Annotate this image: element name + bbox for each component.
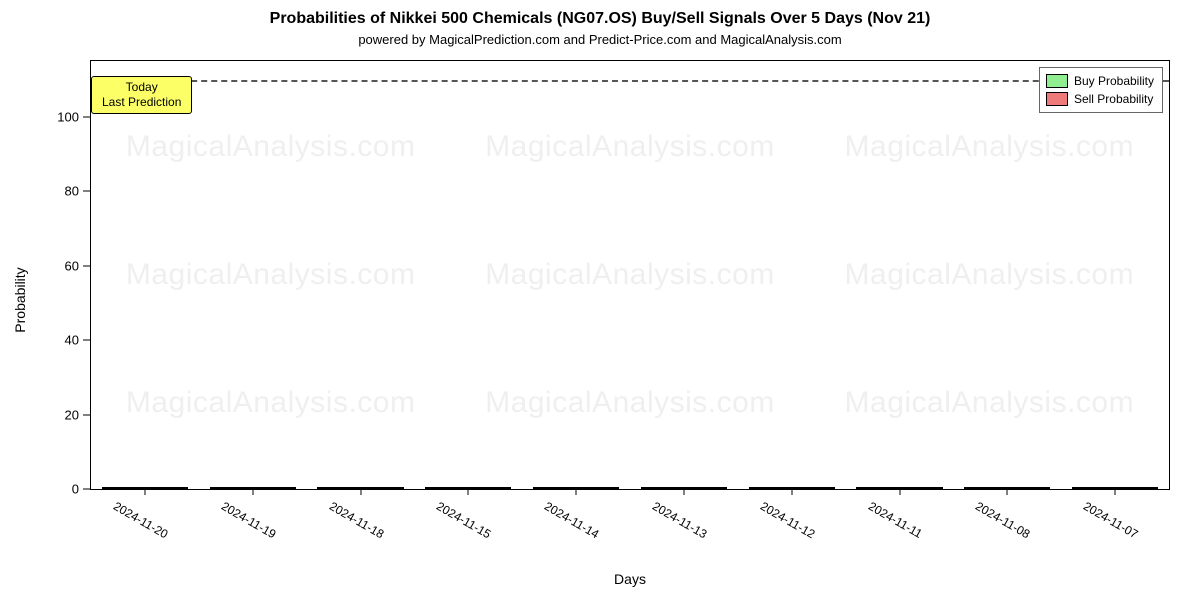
x-tick — [468, 489, 469, 495]
x-tick — [1115, 489, 1116, 495]
x-tick-label: 2024-11-15 — [434, 499, 493, 541]
x-tick — [899, 489, 900, 495]
buy-bar-segment — [425, 487, 511, 489]
buy-bar-segment — [210, 487, 296, 489]
buy-bar-segment — [102, 487, 188, 489]
bar-slot — [91, 61, 199, 489]
x-tick-label: 2024-11-20 — [111, 499, 170, 541]
bar-slot — [738, 61, 846, 489]
x-tick-label: 2024-11-19 — [219, 499, 278, 541]
buy-bar-segment — [749, 487, 835, 489]
legend: Buy ProbabilitySell Probability — [1039, 67, 1163, 113]
bar-slot — [414, 61, 522, 489]
chart-subtitle: powered by MagicalPrediction.com and Pre… — [0, 32, 1200, 47]
bar-slot — [199, 61, 307, 489]
buy-bar-segment — [317, 487, 403, 489]
legend-label: Buy Probability — [1074, 72, 1154, 90]
bars-layer — [91, 61, 1169, 489]
x-tick-label: 2024-11-13 — [650, 499, 709, 541]
chart-title: Probabilities of Nikkei 500 Chemicals (N… — [0, 0, 1200, 28]
x-tick — [360, 489, 361, 495]
buy-bar-segment — [856, 487, 942, 489]
bar-slot — [953, 61, 1061, 489]
x-tick-label: 2024-11-07 — [1081, 499, 1140, 541]
y-tick-label: 60 — [65, 258, 91, 273]
x-tick — [144, 489, 145, 495]
legend-swatch — [1046, 92, 1068, 106]
today-annotation-line1: Today — [102, 80, 181, 95]
bar-slot — [630, 61, 738, 489]
x-tick — [1007, 489, 1008, 495]
legend-item: Sell Probability — [1046, 90, 1154, 108]
x-tick — [791, 489, 792, 495]
today-annotation-line2: Last Prediction — [102, 95, 181, 110]
bar-slot — [1061, 61, 1169, 489]
y-axis-label: Probability — [12, 267, 28, 332]
x-tick — [576, 489, 577, 495]
y-tick-label: 40 — [65, 333, 91, 348]
y-tick-label: 0 — [72, 482, 91, 497]
y-tick-label: 80 — [65, 184, 91, 199]
y-tick-label: 100 — [57, 109, 91, 124]
buy-bar-segment — [533, 487, 619, 489]
x-tick — [683, 489, 684, 495]
x-tick-label: 2024-11-18 — [327, 499, 386, 541]
legend-label: Sell Probability — [1074, 90, 1153, 108]
buy-bar-segment — [964, 487, 1050, 489]
legend-item: Buy Probability — [1046, 72, 1154, 90]
x-tick — [252, 489, 253, 495]
y-tick-label: 20 — [65, 407, 91, 422]
bar-slot — [846, 61, 954, 489]
bar-slot — [522, 61, 630, 489]
buy-bar-segment — [1072, 487, 1158, 489]
plot-area: MagicalAnalysis.comMagicalAnalysis.comMa… — [90, 60, 1170, 490]
x-tick-label: 2024-11-08 — [973, 499, 1032, 541]
x-axis-label: Days — [614, 571, 646, 587]
x-tick-label: 2024-11-12 — [758, 499, 817, 541]
buy-bar-segment — [641, 487, 727, 489]
bar-slot — [307, 61, 415, 489]
chart-container: Probabilities of Nikkei 500 Chemicals (N… — [0, 0, 1200, 600]
x-tick-label: 2024-11-14 — [542, 499, 601, 541]
legend-swatch — [1046, 74, 1068, 88]
today-annotation: Today Last Prediction — [91, 76, 192, 114]
x-tick-label: 2024-11-11 — [866, 499, 925, 541]
